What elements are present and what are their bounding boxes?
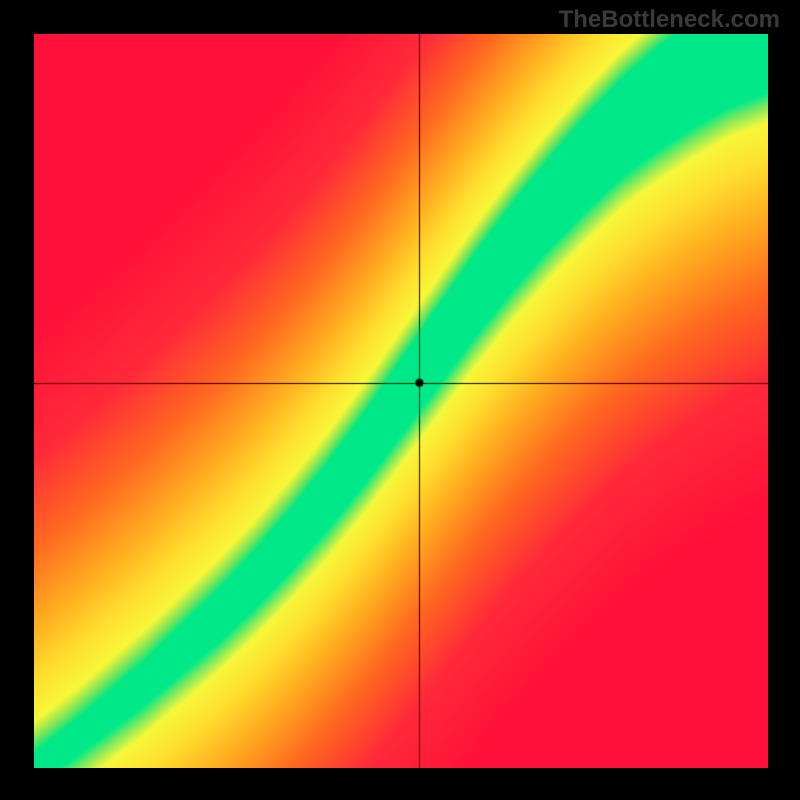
watermark-text: TheBottleneck.com [559, 6, 780, 34]
chart-container: { "figure": { "type": "heatmap", "canvas… [0, 0, 800, 800]
bottleneck-heatmap [34, 34, 768, 768]
